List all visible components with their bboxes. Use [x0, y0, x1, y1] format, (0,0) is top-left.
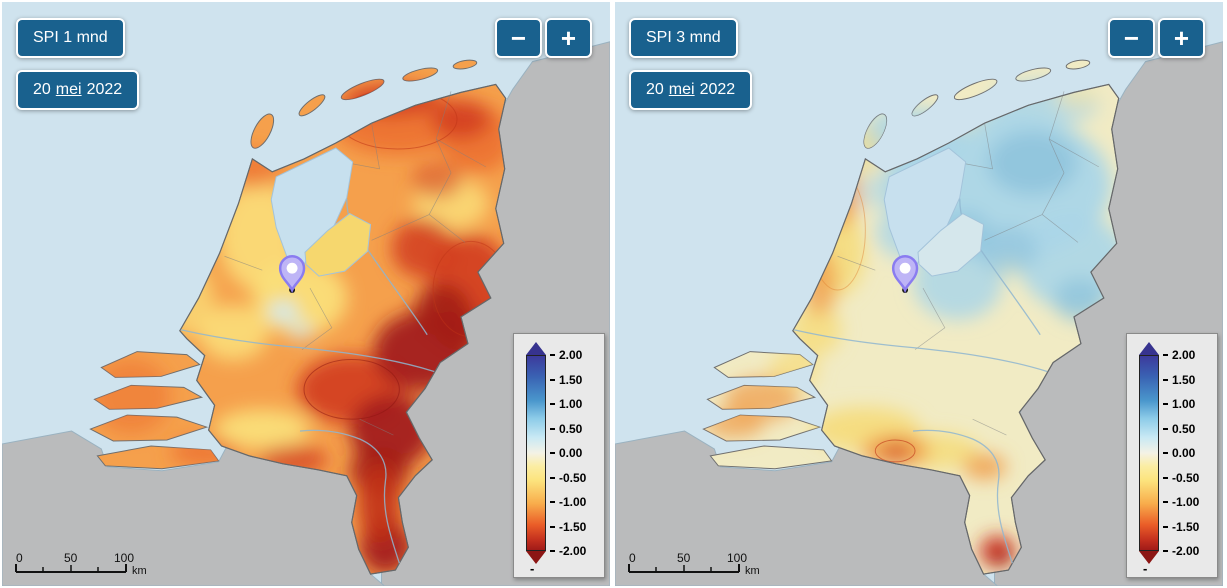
scalebar-label-0: 0	[16, 552, 23, 565]
legend-tick: -2.00	[550, 545, 586, 557]
legend-tick: 1.00	[1163, 398, 1199, 410]
date-day: 20	[33, 81, 51, 98]
map-panel-spi-3mnd: SPI 3 mnd 20 mei 2022 − + 2.00 1.50 1.00…	[615, 2, 1223, 586]
legend-arrow-top	[526, 342, 546, 355]
scalebar-label-100: 100	[727, 552, 747, 565]
location-pin-icon[interactable]	[891, 255, 919, 294]
legend-arrow-top	[1139, 342, 1159, 355]
zoom-in-button[interactable]: +	[1158, 18, 1205, 58]
flevoland-polder	[917, 212, 985, 277]
scalebar-label-0: 0	[629, 552, 636, 565]
period-button[interactable]: SPI 3 mnd	[629, 18, 738, 58]
date-button[interactable]: 20 mei 2022	[16, 70, 140, 110]
scalebar-unit: km	[745, 565, 760, 577]
scalebar: 0 50 100 km	[15, 552, 147, 577]
spi-legend: 2.00 1.50 1.00 0.50 0.00 -0.50 -1.00 -1.…	[513, 333, 605, 578]
country-outline	[179, 83, 507, 575]
zoom-in-button[interactable]: +	[545, 18, 592, 58]
period-button[interactable]: SPI 1 mnd	[16, 18, 125, 58]
legend-tick: 0.50	[550, 423, 586, 435]
province-borders	[224, 91, 486, 436]
legend-tick: 0.00	[550, 447, 586, 459]
zoom-controls: − +	[1108, 18, 1205, 58]
legend-tick: 1.50	[1163, 374, 1199, 386]
legend-tick: 0.50	[1163, 423, 1199, 435]
date-month: mei	[668, 81, 695, 98]
legend-arrow-bottom	[1139, 551, 1159, 564]
legend-tick: -1.00	[550, 496, 586, 508]
legend-tick-labels: 2.00 1.50 1.00 0.50 0.00 -0.50 -1.00 -1.…	[1163, 349, 1199, 557]
map-panel-spi-1mnd: SPI 1 mnd 20 mei 2022 − + 2.00 1.50 1.00…	[2, 2, 610, 586]
legend-colorbar-column	[526, 342, 546, 564]
province-borders	[837, 91, 1099, 436]
legend-tick: -2.00	[1163, 545, 1199, 557]
legend-tick: 1.50	[550, 374, 586, 386]
legend-footer: -	[530, 561, 535, 576]
flevoland-polder	[304, 212, 372, 277]
spi-legend: 2.00 1.50 1.00 0.50 0.00 -0.50 -1.00 -1.…	[1126, 333, 1218, 578]
legend-tick: 0.00	[1163, 447, 1199, 459]
legend-footer: -	[1143, 561, 1148, 576]
scalebar-label-50: 50	[64, 552, 78, 565]
netherlands-spi1-map[interactable]	[2, 2, 610, 586]
legend-tick: -1.50	[550, 521, 586, 533]
date-year: 2022	[86, 81, 123, 98]
legend-tick: -0.50	[1163, 472, 1199, 484]
legend-tick: 2.00	[550, 349, 586, 361]
scalebar-label-50: 50	[677, 552, 691, 565]
legend-tick: -0.50	[550, 472, 586, 484]
zoom-out-button[interactable]: −	[1108, 18, 1155, 58]
legend-tick: -1.00	[1163, 496, 1199, 508]
zoom-out-button[interactable]: −	[495, 18, 542, 58]
legend-arrow-bottom	[526, 551, 546, 564]
zoom-controls: − +	[495, 18, 592, 58]
date-day: 20	[646, 81, 664, 98]
date-button[interactable]: 20 mei 2022	[629, 70, 753, 110]
scalebar-unit: km	[132, 565, 147, 577]
legend-tick-labels: 2.00 1.50 1.00 0.50 0.00 -0.50 -1.00 -1.…	[550, 349, 586, 557]
legend-colorbar	[526, 355, 546, 551]
legend-colorbar-column	[1139, 342, 1159, 564]
legend-tick: 2.00	[1163, 349, 1199, 361]
country-outline	[792, 83, 1120, 575]
date-year: 2022	[699, 81, 736, 98]
scalebar: 0 50 100 km	[628, 552, 760, 577]
legend-colorbar	[1139, 355, 1159, 551]
legend-tick: -1.50	[1163, 521, 1199, 533]
location-pin-icon[interactable]	[278, 255, 306, 294]
scalebar-label-100: 100	[114, 552, 134, 565]
date-month: mei	[55, 81, 82, 98]
legend-tick: 1.00	[550, 398, 586, 410]
